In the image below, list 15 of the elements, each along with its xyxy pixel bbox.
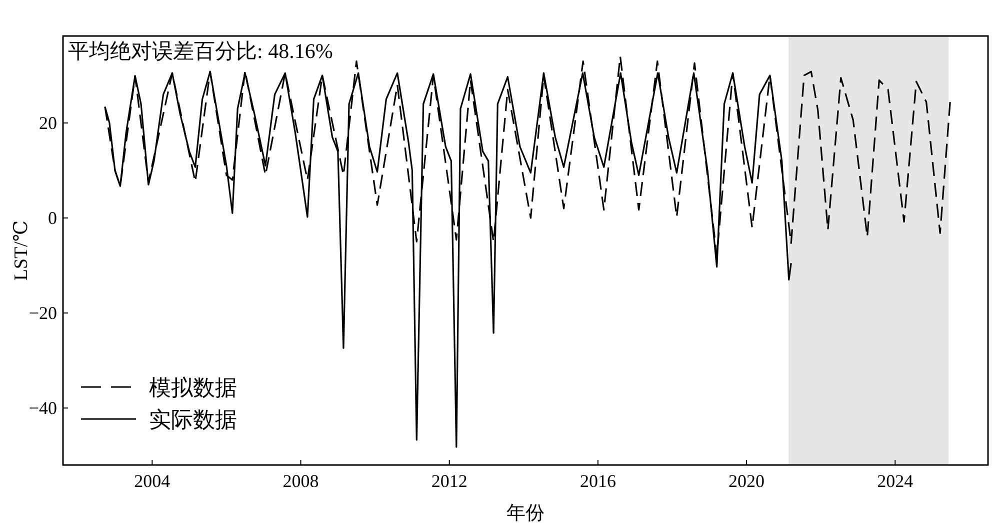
x-tick-label: 2020 xyxy=(728,471,765,491)
y-axis-title: LST/℃ xyxy=(11,220,32,281)
x-tick-label: 2024 xyxy=(877,471,914,491)
y-tick-label: 0 xyxy=(48,208,57,228)
legend-label: 模拟数据 xyxy=(149,375,237,400)
x-tick-label: 2016 xyxy=(580,471,616,491)
y-tick-label: −20 xyxy=(28,302,57,323)
legend-label: 实际数据 xyxy=(149,407,237,432)
y-tick-label: 20 xyxy=(39,112,57,133)
x-axis-title: 年份 xyxy=(506,503,544,523)
x-tick-label: 2008 xyxy=(282,471,319,491)
annotation: 平均绝对误差百分比: 48.16% xyxy=(68,39,333,63)
x-tick-label: 2012 xyxy=(431,471,468,491)
x-tick-label: 2004 xyxy=(134,471,170,491)
y-tick-label: −40 xyxy=(28,398,57,418)
